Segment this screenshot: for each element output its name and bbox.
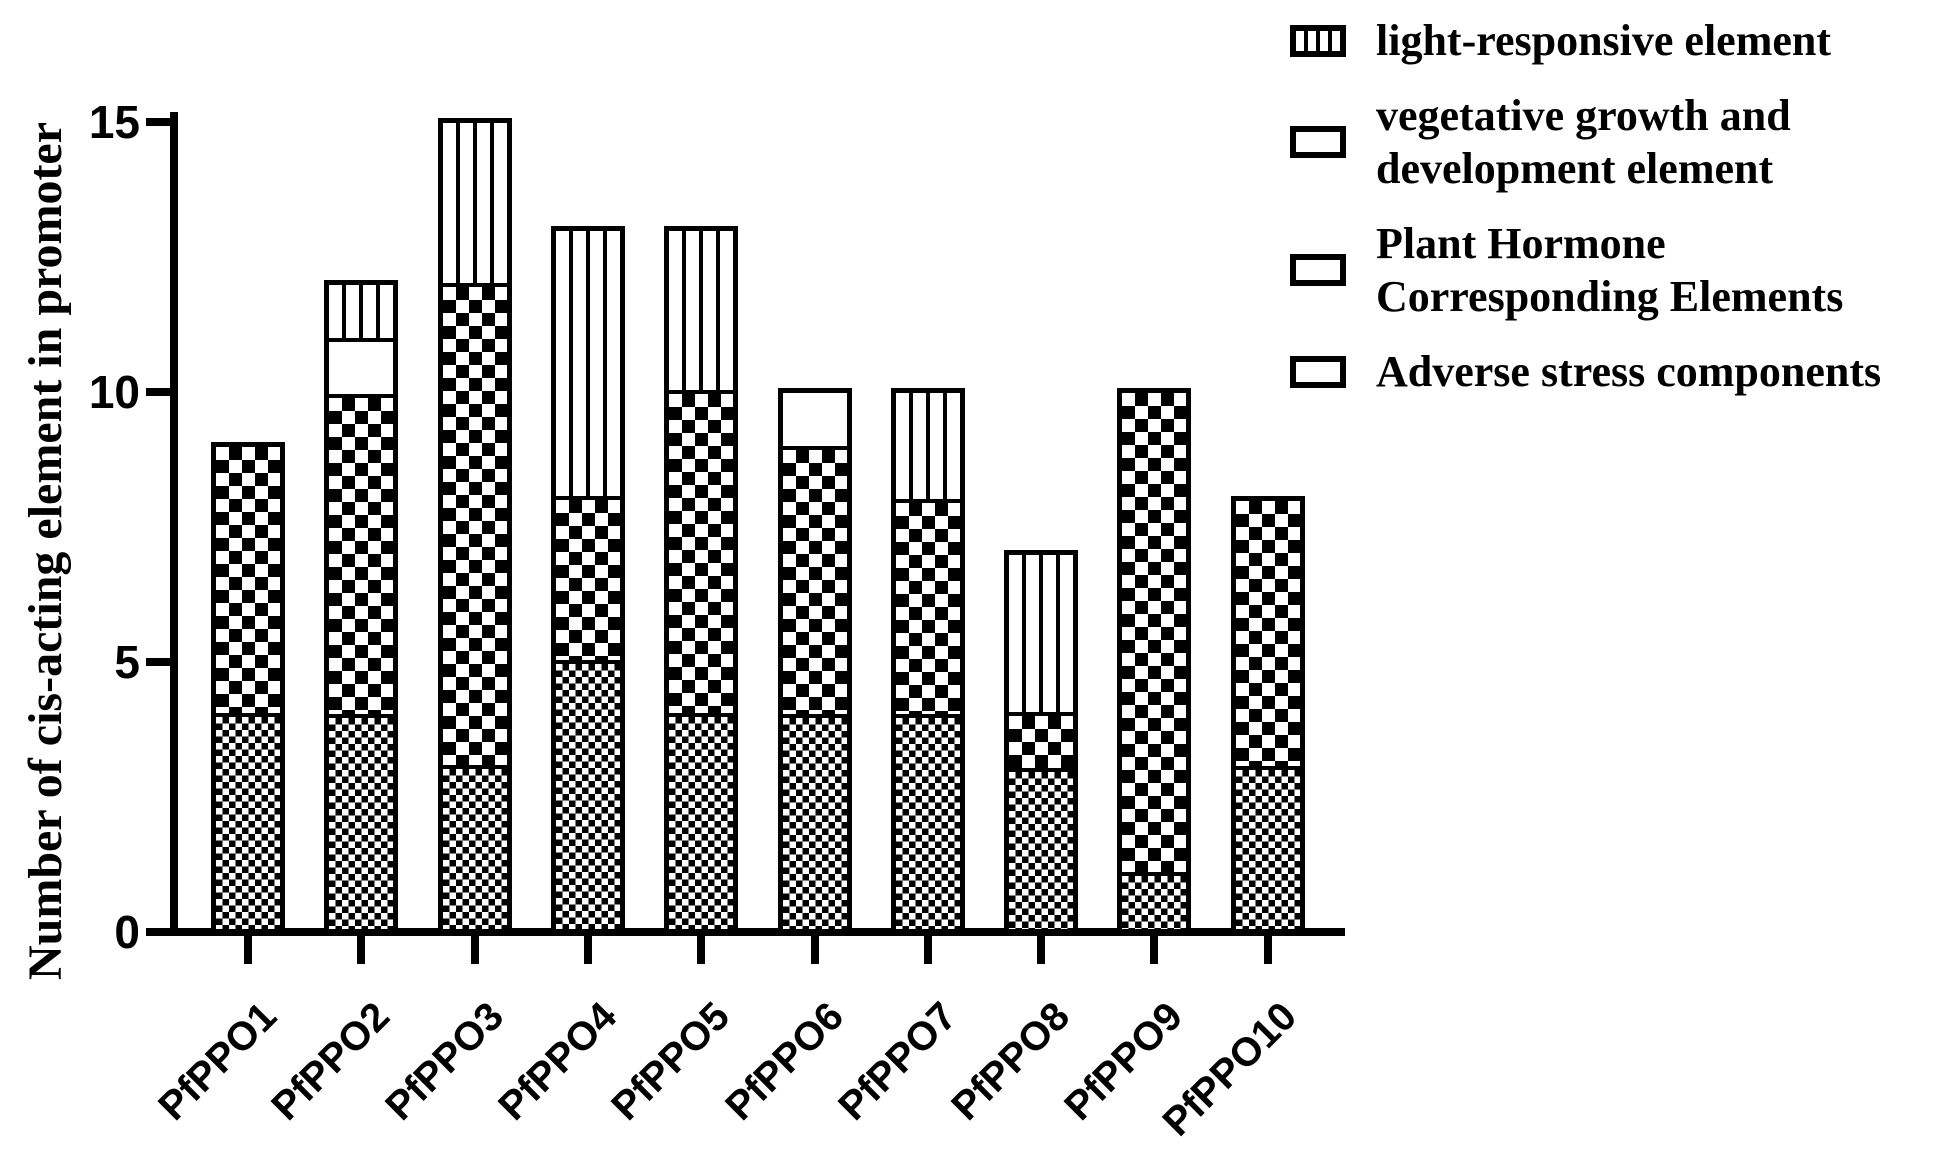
x-tick-PfPPO1 <box>244 936 252 964</box>
bar-segment-fine-checker <box>216 712 280 929</box>
bar-segment-checkerboard <box>555 496 620 660</box>
bar-segment-fine-checker <box>669 712 734 930</box>
legend-item-light-responsive: light-responsive element <box>1290 14 1948 67</box>
bar-segment-vertical-stripes <box>669 231 734 391</box>
x-label-text: PfPPO1 <box>150 994 286 1129</box>
legend-swatch-fine-checker-icon <box>1290 355 1346 388</box>
bar-PfPPO7 <box>890 388 965 934</box>
x-label-text: PfPPO7 <box>830 994 965 1129</box>
x-label-text: PfPPO4 <box>490 994 626 1129</box>
x-tick-PfPPO8 <box>1037 936 1046 964</box>
bar-PfPPO8 <box>1004 550 1079 934</box>
bar-PfPPO4 <box>550 226 625 934</box>
bar-segment-vertical-stripes <box>329 285 394 338</box>
bar-segment-checkerboard <box>895 498 960 714</box>
bar-PfPPO5 <box>664 226 739 934</box>
legend-label: vegetative growth and development elemen… <box>1376 91 1791 193</box>
y-tick-label-15: 15 <box>88 96 140 148</box>
bar-segment-checkerboard <box>1122 393 1187 872</box>
bar-segment-vertical-stripes <box>555 231 620 497</box>
y-tick-label-10: 10 <box>88 366 140 418</box>
legend: light-responsive element vegetative grow… <box>1290 14 1948 398</box>
bar-segment-checkerboard <box>782 445 847 714</box>
x-axis-line <box>146 928 1345 936</box>
x-tick-PfPPO9 <box>1150 936 1159 964</box>
y-tick-15 <box>146 118 174 126</box>
bar-segment-vertical-stripes <box>442 123 507 283</box>
y-tick-10 <box>146 388 174 396</box>
y-tick-label-5: 5 <box>114 636 140 688</box>
x-label-text: PfPPO2 <box>263 994 399 1129</box>
bar-segment-fine-checker <box>442 765 507 929</box>
x-label-text: PfPPO3 <box>376 994 512 1129</box>
y-axis-title: Number of cis-acting element in promoter <box>19 121 72 980</box>
legend-item-vegetative-growth: vegetative growth and development elemen… <box>1290 89 1948 195</box>
x-tick-PfPPO7 <box>923 936 932 964</box>
bar-segment-fine-checker <box>555 659 620 930</box>
bar-segment-checkerboard <box>442 282 507 766</box>
bar-segment-fine-checker <box>1009 768 1074 929</box>
bar-segment-fine-checker <box>329 714 394 930</box>
bar-PfPPO10 <box>1230 496 1305 934</box>
y-tick-5 <box>146 658 174 666</box>
bar-segment-checkerboard <box>669 390 734 713</box>
legend-label: Plant Hormone Corresponding Elements <box>1376 219 1844 321</box>
bar-PfPPO6 <box>777 388 852 934</box>
x-tick-PfPPO4 <box>583 936 592 964</box>
legend-item-plant-hormone: Plant Hormone Corresponding Elements <box>1290 217 1948 323</box>
legend-swatch-vertical-stripes-icon <box>1290 24 1346 57</box>
bar-segment-checkerboard <box>1009 711 1074 769</box>
x-tick-PfPPO6 <box>810 936 819 964</box>
bar-segment-solid-white <box>329 337 394 395</box>
bar-segment-fine-checker <box>1235 766 1300 929</box>
bar-PfPPO2 <box>324 280 399 934</box>
bar-PfPPO3 <box>437 118 512 934</box>
bar-segment-checkerboard <box>1235 501 1300 766</box>
legend-item-adverse-stress: Adverse stress components <box>1290 345 1948 398</box>
x-label-text: PfPPO5 <box>603 994 739 1129</box>
bar-segment-solid-white <box>782 393 847 446</box>
bar-segment-fine-checker <box>1122 871 1187 929</box>
x-tick-PfPPO5 <box>697 936 706 964</box>
x-tick-PfPPO2 <box>357 936 366 964</box>
bar-segment-vertical-stripes <box>1009 555 1074 712</box>
y-tick-0 <box>146 928 174 936</box>
x-tick-PfPPO3 <box>470 936 479 964</box>
bar-segment-vertical-stripes <box>895 393 960 499</box>
legend-swatch-white-box-icon <box>1290 126 1346 158</box>
legend-swatch-checkerboard-icon <box>1290 254 1346 286</box>
x-label-text: PfPPO6 <box>716 994 852 1129</box>
bar-PfPPO9 <box>1117 388 1192 934</box>
bar-segment-checkerboard <box>216 447 280 713</box>
bar-segment-fine-checker <box>895 713 960 929</box>
bar-segment-checkerboard <box>329 394 394 715</box>
x-tick-PfPPO10 <box>1263 936 1272 964</box>
bar-PfPPO1 <box>211 442 285 934</box>
legend-label: Adverse stress components <box>1376 347 1882 396</box>
y-axis-line <box>170 112 178 936</box>
bar-segment-fine-checker <box>782 713 847 929</box>
legend-label: light-responsive element <box>1376 16 1832 65</box>
y-tick-label-0: 0 <box>114 906 140 958</box>
x-label-text: PfPPO8 <box>943 994 1079 1129</box>
